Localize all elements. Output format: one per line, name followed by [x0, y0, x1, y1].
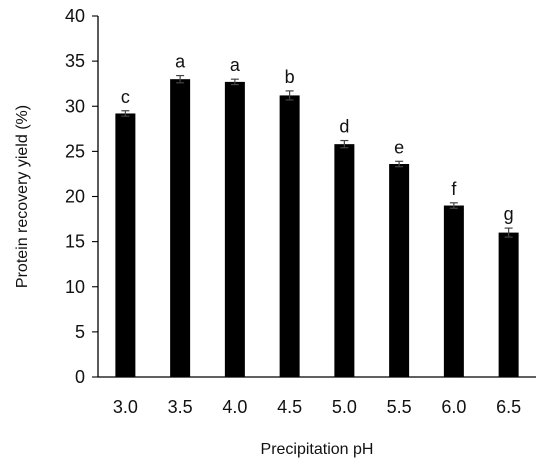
bar-4.0 [224, 81, 245, 377]
significance-letter-4.5: b [285, 67, 295, 87]
y-tick-label: 40 [65, 6, 85, 26]
y-tick-label: 35 [65, 51, 85, 71]
significance-letter-6.5: g [504, 204, 514, 224]
x-tick-label-5.5: 5.5 [387, 397, 412, 417]
y-tick-label: 0 [75, 367, 85, 387]
y-tick-label: 10 [65, 277, 85, 297]
x-tick-label-6.0: 6.0 [441, 397, 466, 417]
significance-letter-5.5: e [394, 137, 404, 157]
x-tick-label-4.5: 4.5 [277, 397, 302, 417]
y-tick-label: 20 [65, 187, 85, 207]
x-tick-label-3.5: 3.5 [168, 397, 193, 417]
y-tick-label: 5 [75, 322, 85, 342]
bar-3.5 [170, 79, 191, 378]
y-tick-label: 15 [65, 232, 85, 252]
bar-6.0 [443, 205, 464, 377]
y-tick-label: 30 [65, 96, 85, 116]
y-ticks: 0 5 10 15 20 25 30 35 40 [65, 6, 98, 387]
x-tick-label-5.0: 5.0 [332, 397, 357, 417]
bar-4.5 [279, 95, 300, 378]
x-tick-label-4.0: 4.0 [222, 397, 247, 417]
significance-letter-3.5: a [175, 52, 186, 72]
axes-layer [97, 16, 536, 378]
bar-3.0 [115, 113, 136, 377]
significance-letter-6.0: f [451, 179, 457, 199]
bar-5.0 [334, 144, 355, 377]
x-axis-title: Precipitation pH [261, 441, 374, 458]
significance-letter-3.0: c [121, 87, 130, 107]
bar-5.5 [389, 164, 410, 377]
y-tick-label: 25 [65, 141, 85, 161]
x-tick-label-3.0: 3.0 [113, 397, 138, 417]
significance-letter-4.0: a [230, 55, 241, 75]
x-tick-label-6.5: 6.5 [496, 397, 521, 417]
y-axis-title: Protein recovery yield (%) [14, 105, 31, 288]
bar-6.5 [498, 232, 519, 377]
bars: c a a b d e f g [115, 52, 519, 378]
x-tick-labels: 3.0 3.5 4.0 4.5 5.0 5.5 6.0 6.5 [113, 397, 521, 417]
significance-letter-5.0: d [339, 117, 349, 137]
